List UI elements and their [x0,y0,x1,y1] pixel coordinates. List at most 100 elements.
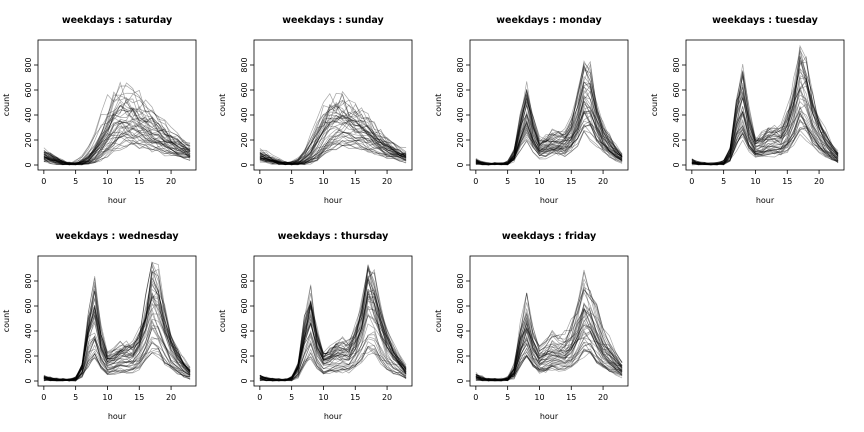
series-line [43,126,191,165]
series-line [475,341,623,382]
series-line [691,68,839,165]
series-line [691,119,839,165]
series-line [259,336,407,382]
series-line [43,135,191,164]
series-line [475,337,623,382]
series-line [43,327,191,382]
y-tick-label: 600 [24,298,33,313]
series-line [43,121,191,165]
series-line [475,65,623,165]
series-line [259,270,407,381]
series-line [43,296,191,382]
series-line [475,310,623,381]
series-line [259,265,407,381]
series-line [43,104,191,165]
y-tick-label: 600 [672,82,681,97]
x-tick-label: 20 [166,177,176,186]
series-line [259,292,407,381]
series-line [43,134,191,166]
x-tick-label: 15 [350,177,360,186]
series-line [691,103,839,165]
x-axis-label: hour [324,196,343,205]
series-line [259,119,407,166]
series-line [691,127,839,166]
series-line [43,99,191,165]
y-tick-label: 800 [24,57,33,72]
series-group [475,269,623,382]
series-line [475,278,623,382]
series-line [43,119,191,165]
series-line [259,305,407,382]
series-line [691,56,839,166]
series-line [475,109,623,166]
series-line [475,110,623,166]
x-tick-label: 10 [102,177,112,186]
y-tick-label: 600 [456,82,465,97]
x-axis-label: hour [108,412,127,421]
x-tick-label: 10 [102,393,112,402]
series-line [259,331,407,382]
series-line [475,308,623,382]
series-line [475,309,623,382]
series-line [259,119,407,166]
series-line [691,56,839,165]
series-line [43,282,191,381]
series-line [475,302,623,381]
series-line [259,123,407,166]
series-line [475,348,623,381]
series-line [43,109,191,166]
series-line [43,100,191,165]
series-line [43,89,191,164]
series-line [43,302,191,381]
series-line [43,110,191,165]
series-line [475,120,623,165]
series-line [691,67,839,166]
series-line [691,129,839,166]
series-line [475,85,623,166]
series-line [691,133,839,166]
series-line [475,302,623,381]
series-line [259,139,407,165]
y-tick-label: 0 [456,162,465,167]
series-line [475,110,623,166]
series-line [259,114,407,165]
series-line [259,288,407,382]
series-line [43,107,191,165]
series-line [259,106,407,165]
y-tick-label: 0 [672,162,681,167]
series-line [475,83,623,165]
series-line [475,106,623,165]
series-line [475,312,623,381]
series-line [259,136,407,166]
series-line [475,81,623,166]
x-tick-label: 20 [382,177,392,186]
series-line [691,111,839,165]
series-line [43,277,191,381]
series-line [691,85,839,165]
series-line [43,270,191,382]
series-line [43,292,191,381]
series-line [43,81,191,165]
series-line [43,125,191,166]
series-line [475,75,623,165]
series-line [259,269,407,381]
x-tick-label: 0 [689,177,694,186]
series-line [475,341,623,382]
series-line [259,140,407,166]
y-tick-label: 400 [240,107,249,122]
series-line [43,337,191,382]
series-line [475,64,623,166]
series-line [475,308,623,381]
plot-frame [469,39,629,171]
series-line [43,136,191,166]
x-tick-label: 5 [73,393,78,402]
series-line [691,113,839,165]
series-line [43,270,191,382]
series-line [43,97,191,166]
series-line [259,141,407,166]
series-line [43,120,191,166]
series-line [475,130,623,165]
panel-title: weekdays : friday [502,231,597,242]
series-line [259,346,407,382]
series-group [475,60,623,166]
